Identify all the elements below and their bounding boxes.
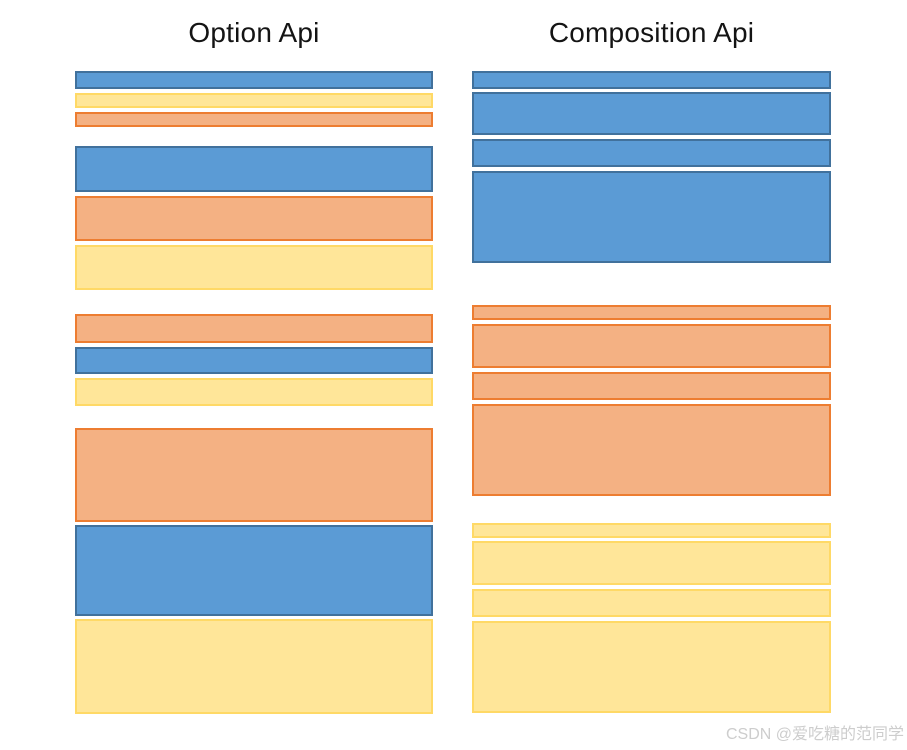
orange-code-block — [75, 428, 433, 522]
orange-code-block — [472, 404, 831, 496]
composition-api-column: Composition Api — [472, 0, 831, 750]
yellow-code-block — [75, 93, 433, 108]
blue-code-block — [472, 139, 831, 167]
yellow-code-block — [75, 619, 433, 714]
blue-code-block — [75, 347, 433, 374]
option-api-column: Option Api — [75, 0, 433, 750]
blue-code-block — [472, 71, 831, 89]
yellow-code-block — [472, 523, 831, 538]
blue-code-block — [75, 146, 433, 192]
blue-code-block — [75, 525, 433, 616]
csdn-watermark: CSDN @爱吃糖的范同学 — [725, 726, 904, 743]
option-api-bars — [75, 0, 433, 750]
yellow-code-block — [472, 541, 831, 585]
orange-code-block — [75, 314, 433, 343]
orange-code-block — [472, 324, 831, 368]
orange-code-block — [75, 196, 433, 241]
option-api-title: Option Api — [188, 17, 320, 48]
blue-code-block — [472, 171, 831, 263]
yellow-code-block — [75, 378, 433, 406]
blue-code-block — [472, 92, 831, 135]
composition-api-bars — [472, 0, 831, 750]
yellow-code-block — [472, 621, 831, 713]
blue-code-block — [75, 71, 433, 89]
orange-code-block — [472, 372, 831, 400]
composition-api-title: Composition Api — [548, 17, 755, 48]
yellow-code-block — [472, 589, 831, 617]
orange-code-block — [472, 305, 831, 320]
yellow-code-block — [75, 245, 433, 290]
orange-code-block — [75, 112, 433, 127]
